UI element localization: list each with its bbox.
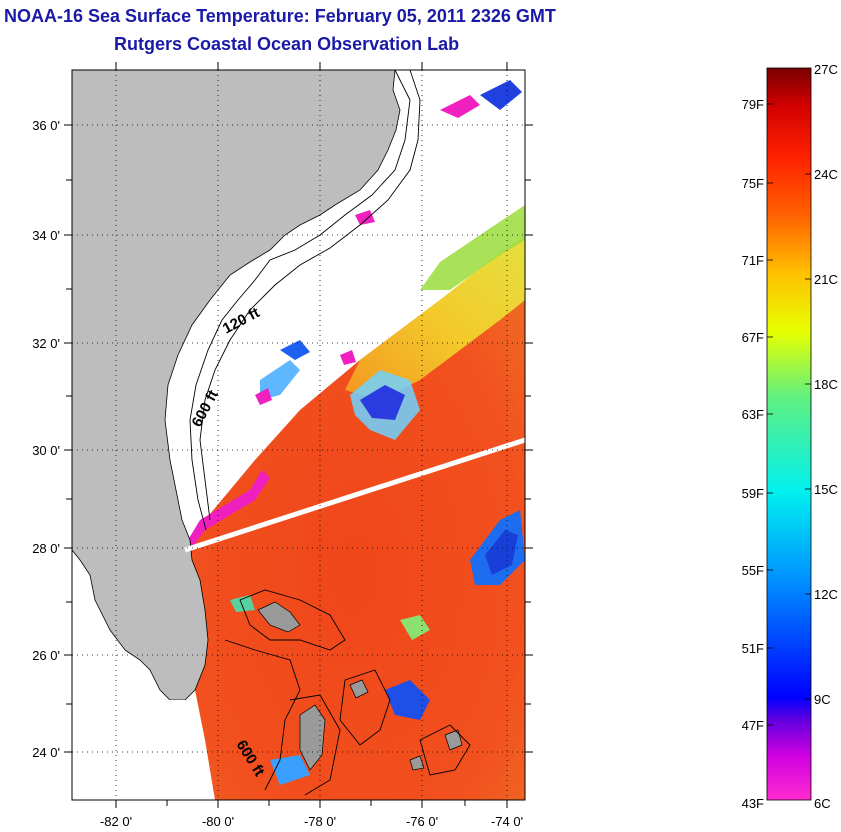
- cb-c-18: 18C: [814, 377, 838, 392]
- cb-c-15: 15C: [814, 482, 838, 497]
- sst-warm-field: [180, 236, 525, 800]
- latitude-labels: 36 0' 34 0' 32 0' 30 0' 28 0' 26 0' 24 0…: [32, 118, 60, 760]
- cb-c-27: 27C: [814, 62, 838, 77]
- lat-label-28: 28 0': [32, 541, 60, 556]
- cb-f-71: 71F: [742, 253, 764, 268]
- colorbar-ticks: [767, 103, 811, 726]
- cb-c-24: 24C: [814, 167, 838, 182]
- lon-label-80: -80 0': [202, 814, 234, 829]
- lon-label-82: -82 0': [100, 814, 132, 829]
- lat-label-26: 26 0': [32, 648, 60, 663]
- lon-label-76: -76 0': [406, 814, 438, 829]
- sst-transition-band: [345, 236, 525, 400]
- map-frame: [71, 69, 526, 801]
- cold-patches: [230, 80, 525, 785]
- map-ticks: [64, 62, 533, 808]
- lon-label-78: -78 0': [304, 814, 336, 829]
- cb-f-59: 59F: [742, 486, 764, 501]
- lat-label-32: 32 0': [32, 336, 60, 351]
- swath-gap-line: [184, 437, 525, 553]
- cb-f-63: 63F: [742, 407, 764, 422]
- isobath-contours: [189, 70, 471, 796]
- cb-c-9: 9C: [814, 692, 831, 707]
- lat-label-34: 34 0': [32, 228, 60, 243]
- cb-c-12: 12C: [814, 587, 838, 602]
- map-subtitle: Rutgers Coastal Ocean Observation Lab: [114, 34, 460, 54]
- cb-f-67: 67F: [742, 330, 764, 345]
- longitude-labels: -82 0' -80 0' -78 0' -76 0' -74 0': [100, 814, 523, 829]
- lon-label-74: -74 0': [491, 814, 523, 829]
- map-title: NOAA-16 Sea Surface Temperature: Februar…: [4, 6, 556, 26]
- map-area: [72, 70, 525, 800]
- cb-f-51: 51F: [742, 641, 764, 656]
- colorbar: [766, 67, 812, 801]
- cb-f-55: 55F: [742, 563, 764, 578]
- lat-label-36: 36 0': [32, 118, 60, 133]
- land-us-coast: [72, 70, 401, 701]
- cb-f-75: 75F: [742, 176, 764, 191]
- sst-green-edge: [420, 205, 525, 290]
- map-gridlines: [72, 70, 525, 800]
- colorbar-fahrenheit-labels: 79F 75F 71F 67F 63F 59F 55F 51F 47F 43F: [742, 97, 764, 811]
- cb-f-47: 47F: [742, 718, 764, 733]
- cb-c-6: 6C: [814, 796, 831, 811]
- lat-label-24: 24 0': [32, 745, 60, 760]
- lat-label-30: 30 0': [32, 443, 60, 458]
- cb-c-21: 21C: [814, 272, 838, 287]
- colorbar-celsius-labels: 27C 24C 21C 18C 15C 12C 9C 6C: [814, 62, 838, 811]
- cb-f-43: 43F: [742, 796, 764, 811]
- no-data-wedge: [72, 700, 205, 800]
- bahamas-islands: [257, 601, 463, 771]
- cb-f-79: 79F: [742, 97, 764, 112]
